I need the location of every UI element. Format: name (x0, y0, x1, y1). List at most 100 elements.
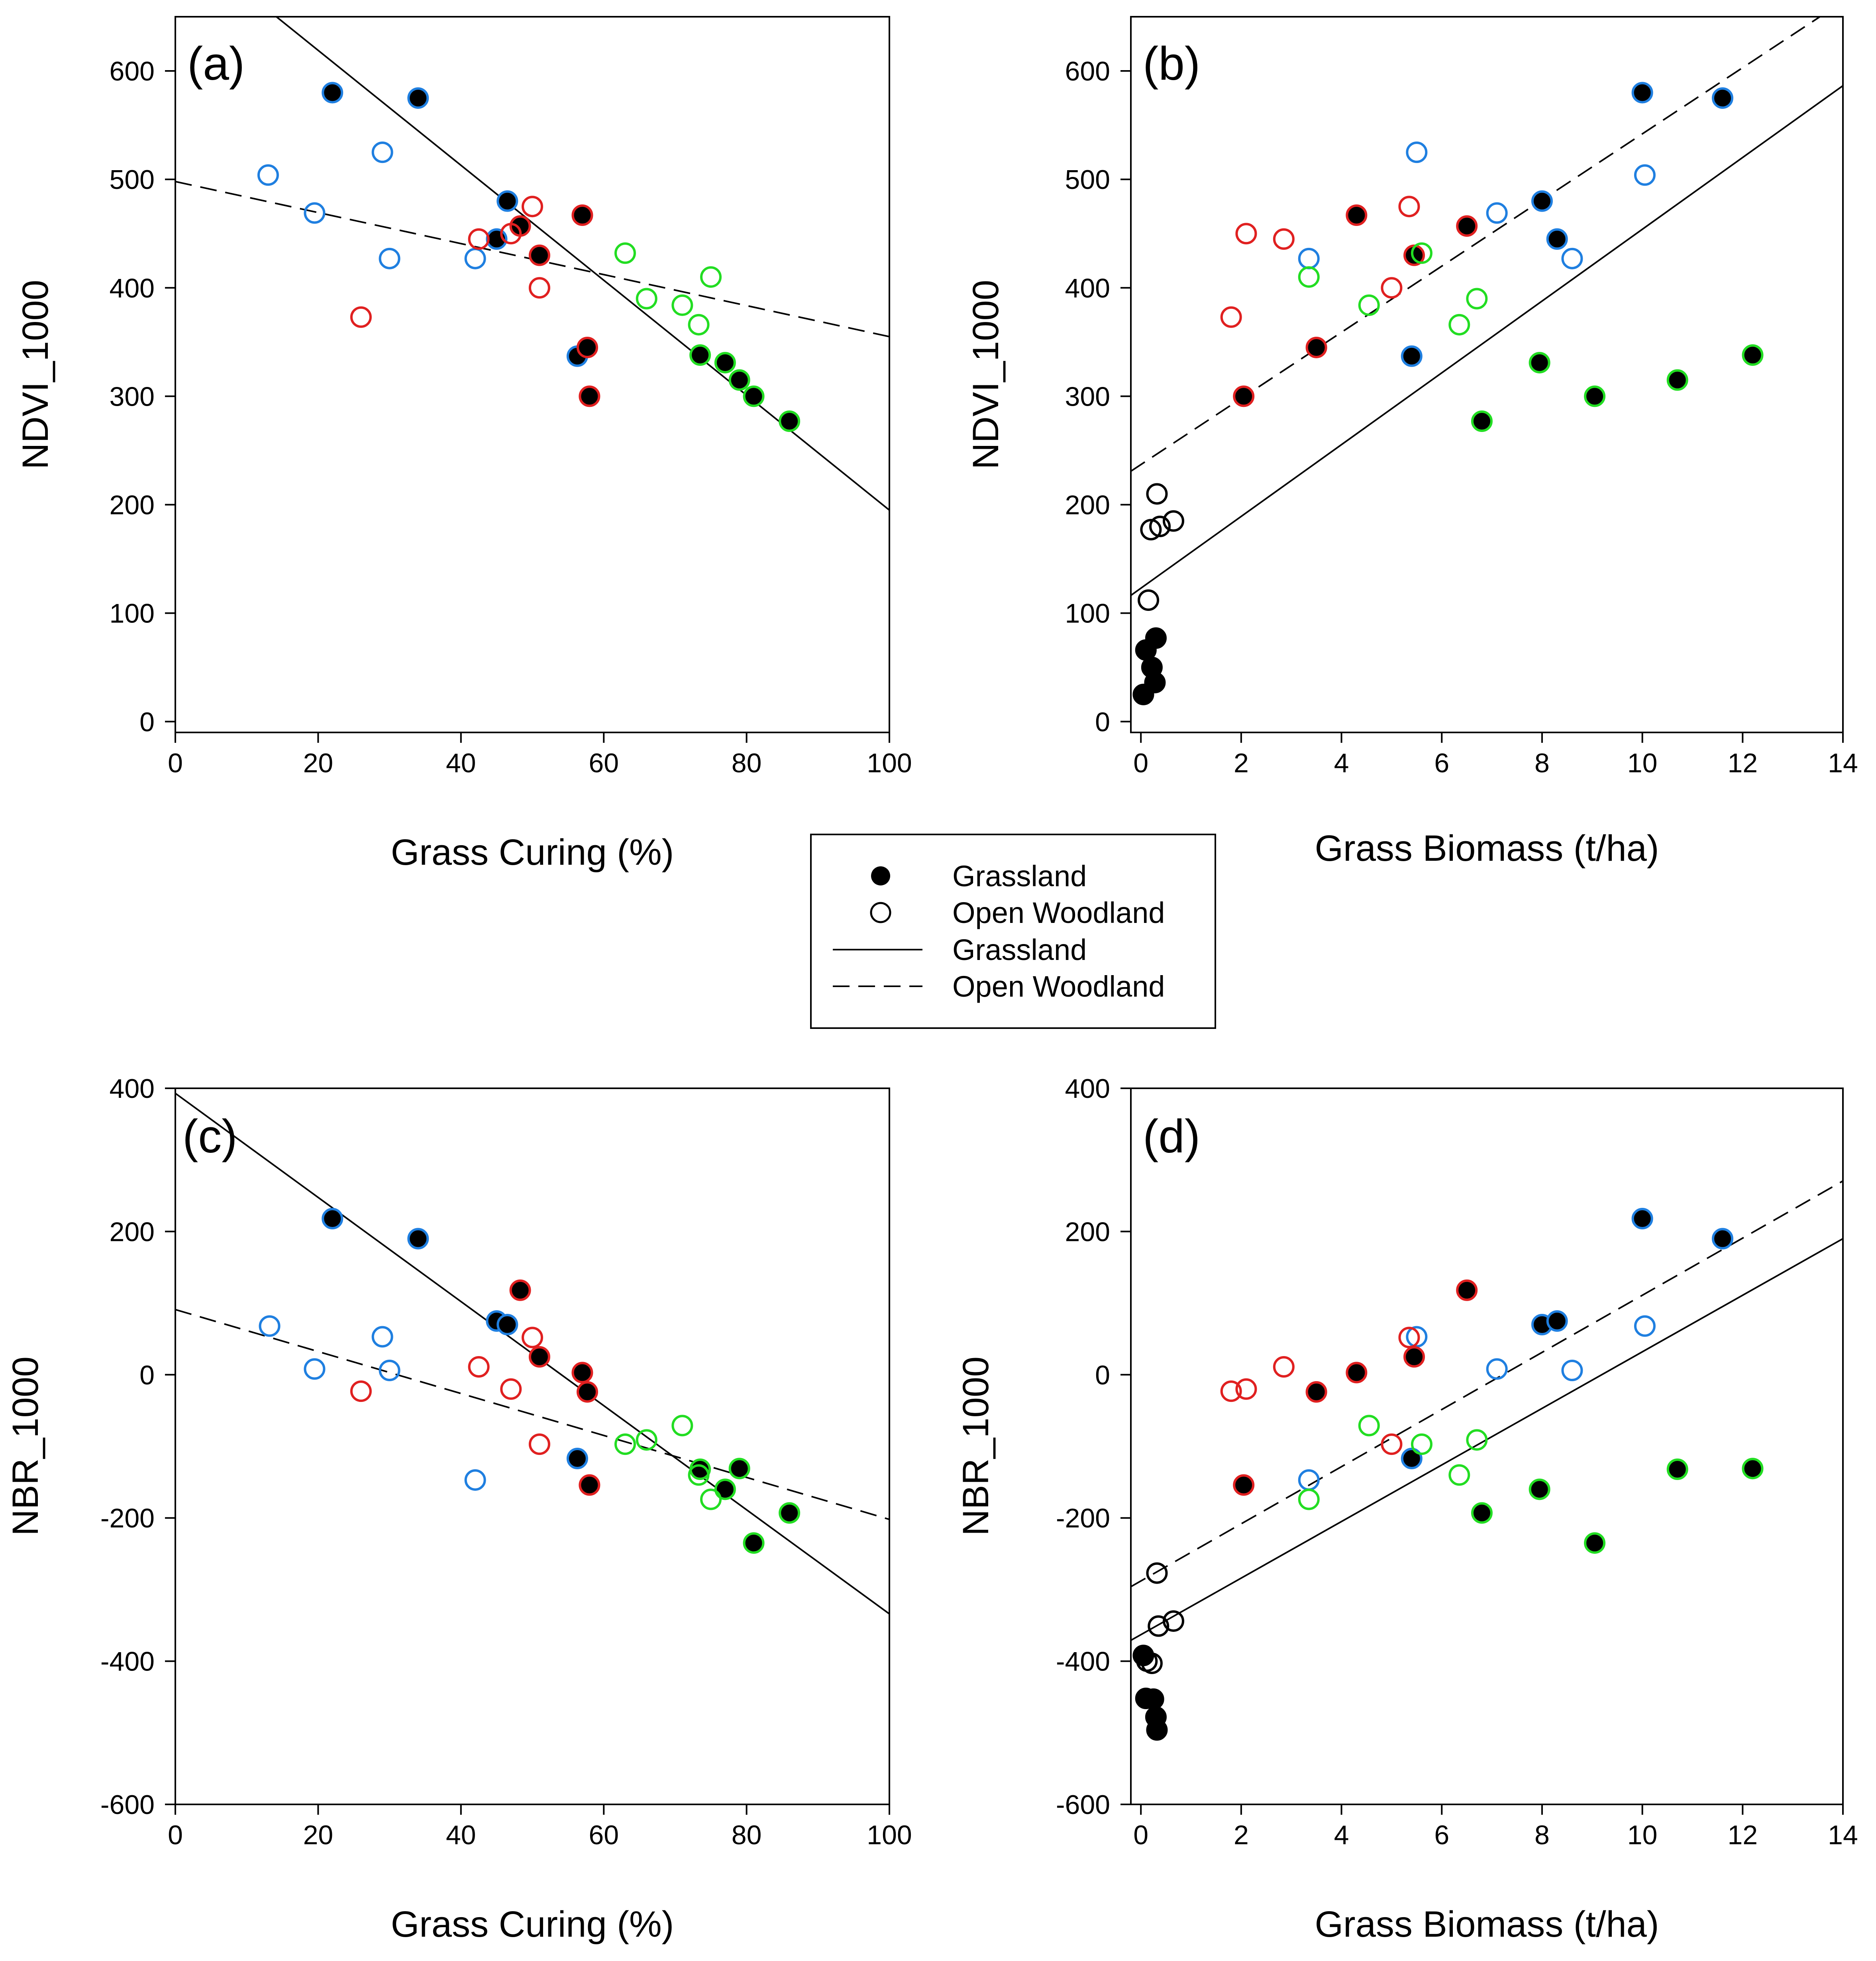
y-tick-label: 0 (139, 707, 155, 737)
y-tick-label: 0 (139, 1360, 155, 1390)
open-woodland-point (614, 242, 636, 264)
open-woodland-regression-line (175, 1309, 889, 1520)
open-woodland-point (1634, 164, 1656, 186)
x-tick-label: 60 (589, 748, 619, 778)
open-woodland-point (1146, 1562, 1168, 1584)
data-points (259, 1208, 801, 1554)
y-tick-label: 100 (1065, 599, 1110, 629)
open-woodland-point (1146, 483, 1168, 505)
y-tick-label: -400 (100, 1647, 155, 1677)
open-woodland-point (1148, 1615, 1170, 1637)
y-axis-title: NBR_1000 (5, 1356, 46, 1536)
plot-frame (175, 16, 890, 733)
open-woodland-point (671, 1415, 693, 1437)
legend-symbol-open-circle (870, 902, 891, 923)
y-tick-label: 300 (110, 381, 155, 412)
x-tick-label: 100 (867, 1820, 912, 1850)
y-tick-label: 600 (110, 56, 155, 86)
y-tick-label: -200 (100, 1503, 155, 1533)
x-tick-label: 80 (732, 748, 762, 778)
panel-a: 0 20 40 60 80 100 0 100 200 300 400 500 600 Grass Cur… (15, 16, 912, 873)
grassland-point (1584, 385, 1606, 407)
open-woodland-point (1162, 510, 1184, 532)
data-points (1132, 82, 1764, 705)
grassland-point (1711, 1228, 1733, 1250)
grassland-point (1456, 1279, 1478, 1301)
grassland-point (714, 352, 736, 374)
grassland-point (1666, 369, 1688, 391)
x-tick-label: 100 (867, 748, 912, 778)
x-tick-label: 40 (446, 1820, 476, 1850)
y-tick-label: 100 (110, 599, 155, 629)
y-tick-label: -200 (1056, 1503, 1110, 1533)
x-tick-label: 40 (446, 748, 476, 778)
open-woodland-point (350, 1380, 372, 1402)
grassland-point (1529, 1478, 1550, 1500)
panel-c: 0 20 40 60 80 100 -600 -400 -200 0 200 400 Grass Cur… (5, 1074, 912, 1945)
x-tick-label: 6 (1434, 1820, 1449, 1850)
grassland-point (528, 244, 550, 266)
grassland-point (1233, 385, 1255, 407)
open-woodland-point (259, 1315, 281, 1337)
open-woodland-point (1235, 1378, 1257, 1400)
x-tick-label: 14 (1828, 748, 1858, 778)
open-woodland-point (350, 306, 372, 328)
x-tick-label: 0 (168, 1820, 183, 1850)
y-axis-title: NDVI_1000 (965, 280, 1006, 469)
x-tick-label: 0 (1133, 748, 1148, 778)
x-tick-label: 8 (1535, 748, 1550, 778)
x-tick-label: 20 (303, 748, 334, 778)
y-tick-label: 400 (110, 273, 155, 303)
open-woodland-point (1149, 515, 1171, 537)
legend-label: Grassland (952, 933, 1087, 966)
grassland-regression-line (275, 17, 889, 511)
panel-label: (d) (1143, 1110, 1200, 1163)
open-woodland-point (304, 202, 326, 224)
y-tick-label: 500 (1065, 165, 1110, 195)
open-woodland-point (522, 1327, 543, 1349)
x-tick-label: 60 (589, 1820, 619, 1850)
grassland-point (728, 1458, 750, 1480)
plot-frame (1130, 1087, 1844, 1805)
legend-symbol-filled-circle (871, 866, 890, 885)
grassland-point (322, 1208, 343, 1230)
grassland-point (496, 190, 518, 212)
grassland-point (1546, 1310, 1568, 1332)
x-axis-title: Grass Curing (%) (391, 832, 674, 873)
y-tick-label: 600 (1065, 56, 1110, 86)
grassland-point (714, 1478, 736, 1500)
panel-b: 0 2 4 6 8 10 12 14 0 100 200 300 400 500 600 Grass Biom… (965, 16, 1858, 869)
grassland-point (579, 385, 600, 407)
x-tick-label: 12 (1727, 748, 1758, 778)
open-woodland-point (671, 294, 693, 316)
open-woodland-point (1466, 288, 1488, 310)
legend: Grassland Open Woodland Grassland Open W… (810, 834, 1216, 1029)
open-woodland-point (1381, 1433, 1403, 1455)
open-woodland-point (1561, 247, 1583, 269)
grassland-point (1531, 190, 1553, 212)
open-woodland-point (1381, 277, 1403, 299)
x-tick-label: 10 (1627, 748, 1658, 778)
grassland-point (1666, 1458, 1688, 1480)
x-tick-label: 0 (1133, 1820, 1148, 1850)
open-woodland-point (1141, 1652, 1163, 1674)
grassland-point (322, 82, 343, 104)
open-woodland-regression-line (1131, 1180, 1843, 1588)
open-woodland-point (1273, 228, 1295, 250)
grassland-point (1631, 82, 1653, 104)
grassland-point (528, 1346, 550, 1368)
x-tick-label: 10 (1627, 1820, 1658, 1850)
grassland-point (728, 369, 750, 391)
grassland-point (1711, 87, 1733, 109)
grassland-point (1233, 1474, 1255, 1496)
open-woodland-point (1140, 519, 1162, 541)
open-woodland-point (700, 1488, 722, 1510)
y-tick-label: 400 (1065, 1074, 1110, 1104)
grassland-point (1144, 671, 1166, 693)
grassland-point (1142, 1688, 1164, 1710)
grassland-point (576, 1381, 598, 1403)
open-woodland-point (371, 141, 393, 163)
y-axis-title: NBR_1000 (956, 1356, 996, 1536)
grassland-point (1742, 1458, 1764, 1480)
